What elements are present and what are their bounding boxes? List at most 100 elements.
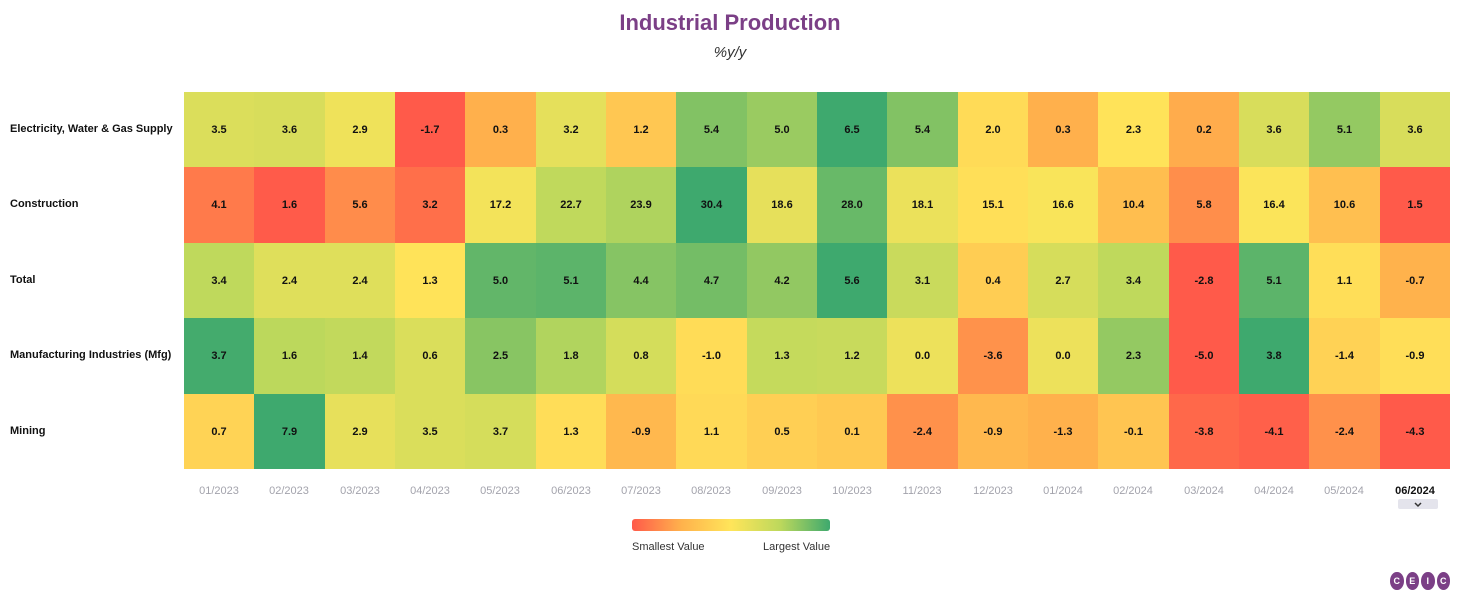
heatmap-cell[interactable]: 4.7 <box>676 243 747 318</box>
heatmap-cell[interactable]: 0.4 <box>958 243 1028 318</box>
heatmap-cell[interactable]: 0.6 <box>395 318 465 394</box>
heatmap-cell[interactable]: -5.0 <box>1169 318 1239 394</box>
heatmap-cell[interactable]: 5.6 <box>817 243 887 318</box>
heatmap-cell[interactable]: -0.9 <box>1380 318 1450 394</box>
heatmap-cell[interactable]: 3.5 <box>184 92 254 167</box>
column-label: 06/2023 <box>551 485 591 497</box>
heatmap-cell[interactable]: 3.4 <box>1098 243 1169 318</box>
heatmap-cell[interactable]: 0.5 <box>747 394 817 469</box>
heatmap-cell[interactable]: 5.4 <box>887 92 958 167</box>
heatmap-cell[interactable]: 3.2 <box>395 167 465 243</box>
heatmap-cell[interactable]: 28.0 <box>817 167 887 243</box>
heatmap-cell[interactable]: 3.1 <box>887 243 958 318</box>
column-label: 08/2023 <box>691 485 731 497</box>
heatmap-cell[interactable]: 1.6 <box>254 167 325 243</box>
heatmap-cell[interactable]: 1.4 <box>325 318 395 394</box>
heatmap-cell[interactable]: -1.3 <box>1028 394 1098 469</box>
heatmap-cell[interactable]: 1.1 <box>676 394 747 469</box>
heatmap-cell[interactable]: 1.3 <box>747 318 817 394</box>
heatmap-cell[interactable]: 0.8 <box>606 318 676 394</box>
heatmap-cell[interactable]: -2.4 <box>1309 394 1380 469</box>
heatmap-cell[interactable]: 0.3 <box>1028 92 1098 167</box>
period-selector[interactable] <box>1398 499 1438 509</box>
heatmap-cell[interactable]: -4.1 <box>1239 394 1309 469</box>
heatmap-cell[interactable]: -0.9 <box>606 394 676 469</box>
heatmap-cell[interactable]: 2.9 <box>325 92 395 167</box>
heatmap-cell[interactable]: 30.4 <box>676 167 747 243</box>
heatmap-cell[interactable]: 4.1 <box>184 167 254 243</box>
heatmap-cell[interactable]: 5.0 <box>465 243 536 318</box>
heatmap-cell[interactable]: -3.8 <box>1169 394 1239 469</box>
heatmap-cell[interactable]: -1.7 <box>395 92 465 167</box>
heatmap-cell[interactable]: 10.4 <box>1098 167 1169 243</box>
heatmap-cell[interactable]: 1.5 <box>1380 167 1450 243</box>
heatmap-cell[interactable]: -0.1 <box>1098 394 1169 469</box>
heatmap-cell[interactable]: -0.9 <box>958 394 1028 469</box>
heatmap-cell[interactable]: 3.7 <box>184 318 254 394</box>
heatmap-cell[interactable]: 3.5 <box>395 394 465 469</box>
heatmap-cell[interactable]: 4.4 <box>606 243 676 318</box>
heatmap-cell[interactable]: 0.3 <box>465 92 536 167</box>
heatmap-cell[interactable]: 3.6 <box>1380 92 1450 167</box>
heatmap-cell[interactable]: 2.5 <box>465 318 536 394</box>
heatmap-cell[interactable]: 3.6 <box>1239 92 1309 167</box>
heatmap-cell[interactable]: 0.1 <box>817 394 887 469</box>
heatmap-cell[interactable]: 6.5 <box>817 92 887 167</box>
heatmap-cell[interactable]: 23.9 <box>606 167 676 243</box>
heatmap-cell[interactable]: 5.4 <box>676 92 747 167</box>
column-label: 02/2023 <box>269 485 309 497</box>
row-label: Electricity, Water & Gas Supply <box>10 123 173 135</box>
heatmap-cell[interactable]: 2.4 <box>254 243 325 318</box>
heatmap-cell[interactable]: 1.2 <box>817 318 887 394</box>
heatmap-cell[interactable]: 1.2 <box>606 92 676 167</box>
column-label[interactable]: 06/2024 <box>1395 485 1435 497</box>
heatmap-cell[interactable]: 17.2 <box>465 167 536 243</box>
column-label: 04/2023 <box>410 485 450 497</box>
chart-title: Industrial Production <box>619 10 841 35</box>
heatmap-cell[interactable]: 1.1 <box>1309 243 1380 318</box>
heatmap-cell[interactable]: 0.2 <box>1169 92 1239 167</box>
row-label: Mining <box>10 424 46 437</box>
heatmap-cell[interactable]: 5.1 <box>1239 243 1309 318</box>
heatmap-cell[interactable]: 1.3 <box>395 243 465 318</box>
heatmap-cell[interactable]: 3.6 <box>254 92 325 167</box>
row-label: Construction <box>10 198 79 211</box>
heatmap-cell[interactable]: -3.6 <box>958 318 1028 394</box>
heatmap-cell[interactable]: 3.7 <box>465 394 536 469</box>
heatmap-cell[interactable]: 7.9 <box>254 394 325 469</box>
heatmap-cell[interactable]: 1.3 <box>536 394 606 469</box>
heatmap-cell[interactable]: 2.3 <box>1098 92 1169 167</box>
heatmap-cell[interactable]: -4.3 <box>1380 394 1450 469</box>
heatmap-cell[interactable]: 18.1 <box>887 167 958 243</box>
heatmap-cell[interactable]: -1.0 <box>676 318 747 394</box>
heatmap-cell[interactable]: 4.2 <box>747 243 817 318</box>
heatmap-cell[interactable]: 3.4 <box>184 243 254 318</box>
heatmap-cell[interactable]: 5.1 <box>536 243 606 318</box>
heatmap-cell[interactable]: 2.9 <box>325 394 395 469</box>
heatmap-cell[interactable]: 18.6 <box>747 167 817 243</box>
heatmap-cell[interactable]: 2.0 <box>958 92 1028 167</box>
heatmap-cell[interactable]: 16.4 <box>1239 167 1309 243</box>
heatmap-cell[interactable]: 5.6 <box>325 167 395 243</box>
heatmap-cell[interactable]: 2.7 <box>1028 243 1098 318</box>
heatmap-cell[interactable]: 10.6 <box>1309 167 1380 243</box>
heatmap-cell[interactable]: -1.4 <box>1309 318 1380 394</box>
heatmap-cell[interactable]: 16.6 <box>1028 167 1098 243</box>
heatmap-cell[interactable]: 5.0 <box>747 92 817 167</box>
heatmap-cell[interactable]: 1.8 <box>536 318 606 394</box>
heatmap-cell[interactable]: 15.1 <box>958 167 1028 243</box>
heatmap-cell[interactable]: 0.0 <box>887 318 958 394</box>
heatmap-cell[interactable]: -0.7 <box>1380 243 1450 318</box>
heatmap-cell[interactable]: 2.4 <box>325 243 395 318</box>
heatmap-cell[interactable]: -2.4 <box>887 394 958 469</box>
heatmap-cell[interactable]: 3.8 <box>1239 318 1309 394</box>
heatmap-cell[interactable]: 22.7 <box>536 167 606 243</box>
heatmap-cell[interactable]: 1.6 <box>254 318 325 394</box>
heatmap-cell[interactable]: 0.0 <box>1028 318 1098 394</box>
heatmap-cell[interactable]: 0.7 <box>184 394 254 469</box>
heatmap-cell[interactable]: 5.1 <box>1309 92 1380 167</box>
heatmap-cell[interactable]: 2.3 <box>1098 318 1169 394</box>
heatmap-cell[interactable]: -2.8 <box>1169 243 1239 318</box>
heatmap-cell[interactable]: 5.8 <box>1169 167 1239 243</box>
heatmap-cell[interactable]: 3.2 <box>536 92 606 167</box>
